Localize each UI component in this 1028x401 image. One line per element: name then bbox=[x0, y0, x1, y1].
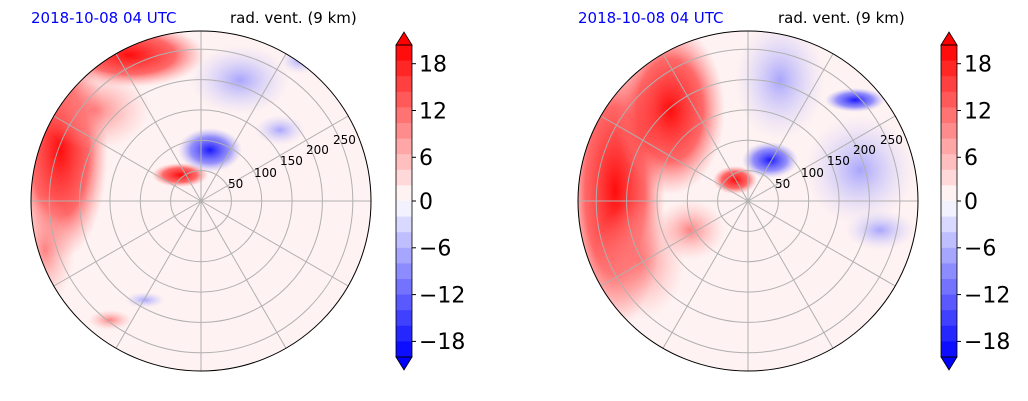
colorbar-swatch bbox=[941, 45, 957, 61]
colorbar-swatch bbox=[396, 45, 412, 61]
left-colorbar-tick-labels: 18 12 6 0 −6 −12 −18 bbox=[419, 53, 465, 356]
right-cb-tick-label: 12 bbox=[964, 99, 992, 124]
colorbar-swatch bbox=[941, 294, 957, 311]
left-cb-tick-label: 6 bbox=[419, 146, 433, 171]
left-polar-frame bbox=[30, 30, 372, 372]
left-radial-gridlines bbox=[48, 48, 354, 354]
colorbar-swatch bbox=[941, 107, 957, 124]
right-colorbar-tick-labels: 18 12 6 0 −6 −12 −18 bbox=[964, 53, 1010, 356]
left-title-variable: rad. vent. (9 km) bbox=[230, 9, 357, 27]
left-cb-tick-label: 18 bbox=[419, 53, 447, 78]
right-cb-tick-label: 0 bbox=[964, 190, 978, 215]
colorbar-swatch bbox=[396, 263, 412, 280]
right-cb-tick-label: −6 bbox=[964, 237, 996, 262]
left-polar-field bbox=[31, 31, 371, 371]
colorbar-swatch bbox=[941, 201, 957, 217]
left-colorbar-extend-top bbox=[395, 31, 413, 46]
right-polar-field bbox=[578, 31, 918, 371]
right-title-time: 2018-10-08 04 UTC bbox=[578, 9, 724, 27]
colorbar-swatch bbox=[396, 310, 412, 327]
colorbar-swatch bbox=[941, 279, 957, 295]
left-cb-tick-label: −6 bbox=[419, 237, 451, 262]
colorbar-swatch bbox=[941, 60, 957, 77]
colorbar-swatch bbox=[941, 91, 957, 108]
colorbar-swatch bbox=[396, 279, 412, 295]
right-radial-gridlines bbox=[595, 48, 901, 354]
colorbar-swatch bbox=[396, 91, 412, 108]
right-cb-tick-label: −12 bbox=[964, 283, 1010, 308]
colorbar-swatch bbox=[941, 310, 957, 327]
colorbar-swatch bbox=[396, 247, 412, 264]
left-radial-tick-labels: 50 100 150 200 250 bbox=[228, 133, 356, 191]
right-colorbar: 18 12 6 0 −6 −12 −18 bbox=[940, 31, 1010, 371]
right-cb-tick-label: 6 bbox=[964, 146, 978, 171]
colorbar-swatch bbox=[941, 169, 957, 186]
left-rtick-label: 100 bbox=[254, 166, 277, 180]
right-colorbar-ticks bbox=[957, 63, 961, 342]
colorbar-swatch bbox=[396, 169, 412, 186]
left-colorbar-swatches bbox=[396, 45, 412, 358]
colorbar-swatch bbox=[396, 325, 412, 342]
right-rtick-label: 200 bbox=[853, 143, 876, 157]
left-cb-tick-label: −18 bbox=[419, 330, 465, 355]
left-rtick-label: 150 bbox=[280, 154, 303, 168]
colorbar-swatch bbox=[396, 341, 412, 358]
left-cb-tick-label: −12 bbox=[419, 283, 465, 308]
left-rtick-label: 200 bbox=[306, 143, 329, 157]
colorbar-swatch bbox=[396, 138, 412, 155]
colorbar-swatch bbox=[941, 263, 957, 280]
right-colorbar-swatches bbox=[941, 45, 957, 358]
left-angular-gridlines bbox=[31, 31, 371, 371]
left-title-time: 2018-10-08 04 UTC bbox=[31, 9, 177, 27]
left-rtick-label: 50 bbox=[228, 177, 243, 191]
right-panel: 2018-10-08 04 UTC rad. vent. (9 km) bbox=[577, 9, 1010, 372]
colorbar-swatch bbox=[941, 232, 957, 249]
right-colorbar-extend-bottom bbox=[940, 356, 958, 371]
colorbar-swatch bbox=[941, 325, 957, 342]
colorbar-swatch bbox=[396, 294, 412, 311]
right-polar-frame bbox=[577, 30, 919, 372]
colorbar-swatch bbox=[941, 76, 957, 93]
left-cb-tick-label: 12 bbox=[419, 99, 447, 124]
right-rtick-label: 250 bbox=[880, 133, 903, 147]
colorbar-swatch bbox=[396, 232, 412, 249]
colorbar-swatch bbox=[941, 247, 957, 264]
colorbar-swatch bbox=[941, 341, 957, 358]
right-rtick-label: 50 bbox=[775, 177, 790, 191]
left-cb-tick-label: 0 bbox=[419, 190, 433, 215]
left-colorbar-ticks bbox=[412, 63, 416, 342]
colorbar-swatch bbox=[941, 185, 957, 202]
right-rtick-label: 150 bbox=[827, 154, 850, 168]
colorbar-swatch bbox=[396, 154, 412, 171]
colorbar-swatch bbox=[396, 201, 412, 217]
right-cb-tick-label: −18 bbox=[964, 330, 1010, 355]
right-cb-tick-label: 18 bbox=[964, 53, 992, 78]
right-rtick-label: 100 bbox=[801, 166, 824, 180]
colorbar-swatch bbox=[396, 60, 412, 77]
colorbar-swatch bbox=[396, 76, 412, 93]
right-angular-gridlines bbox=[578, 31, 918, 371]
left-panel: 2018-10-08 04 UTC rad. vent. (9 km) bbox=[30, 9, 465, 372]
colorbar-swatch bbox=[941, 154, 957, 171]
colorbar-swatch bbox=[396, 216, 412, 233]
left-colorbar-extend-bottom bbox=[395, 356, 413, 371]
colorbar-swatch bbox=[941, 216, 957, 233]
colorbar-swatch bbox=[396, 107, 412, 124]
right-colorbar-extend-top bbox=[940, 31, 958, 46]
colorbar-swatch bbox=[396, 185, 412, 202]
colorbar-swatch bbox=[941, 138, 957, 155]
left-rtick-label: 250 bbox=[333, 133, 356, 147]
colorbar-swatch bbox=[396, 123, 412, 139]
right-title-variable: rad. vent. (9 km) bbox=[778, 9, 905, 27]
right-radial-tick-labels: 50 100 150 200 250 bbox=[775, 133, 903, 191]
colorbar-swatch bbox=[941, 123, 957, 139]
left-colorbar: 18 12 6 0 −6 −12 −18 bbox=[395, 31, 465, 371]
